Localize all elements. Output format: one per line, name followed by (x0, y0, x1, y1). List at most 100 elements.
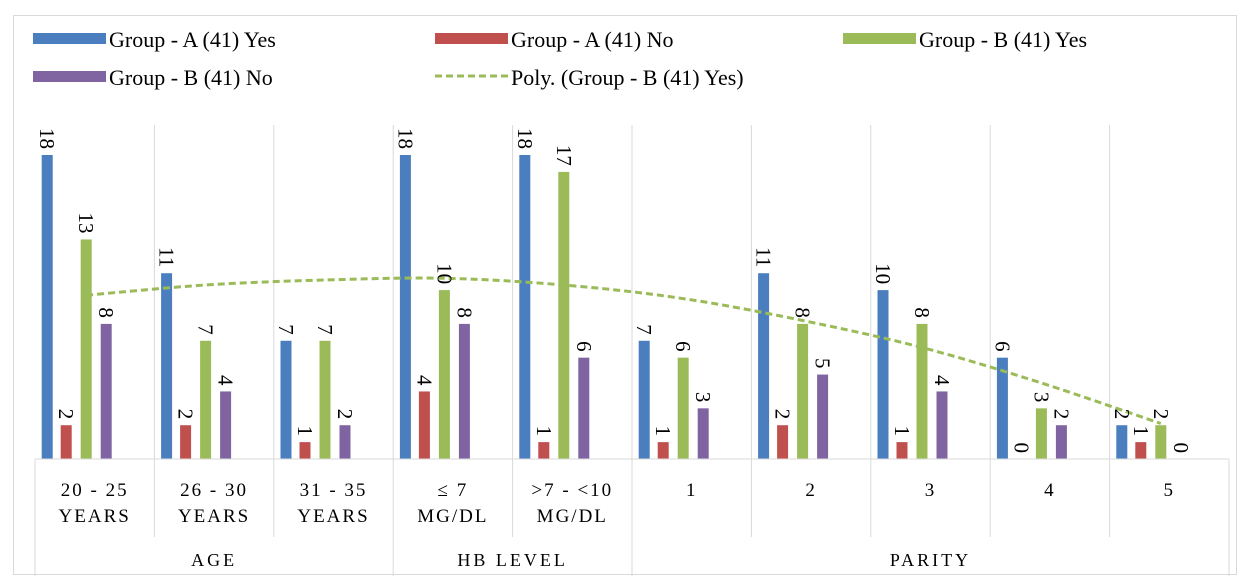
data-label: 2 (771, 409, 795, 420)
x-axis: 20 - 25 YEARS 26 - 30 YEARS 31 - 35 YEARS ≤ 7 M… (35, 458, 1229, 570)
bar (817, 374, 829, 459)
data-label: 1 (651, 426, 675, 437)
data-label: 7 (194, 324, 218, 335)
category-label: 31 - 35 (300, 480, 368, 501)
bar (936, 391, 948, 459)
data-label: 4 (412, 375, 436, 386)
data-label: 7 (632, 324, 656, 335)
data-label: 11 (752, 247, 776, 267)
data-label: 8 (452, 307, 476, 318)
category-separators (34, 125, 1230, 576)
bar (60, 425, 72, 459)
category-label: ≤ 7 (438, 480, 469, 501)
bar (677, 357, 689, 459)
bar (777, 425, 789, 459)
bar (319, 340, 331, 459)
category-label: 4 (1044, 480, 1056, 501)
category-label: YEARS (297, 506, 369, 527)
data-label: 2 (174, 409, 198, 420)
bar (1116, 425, 1128, 459)
data-label: 1 (532, 426, 556, 437)
bar (916, 323, 928, 459)
data-label: 4 (930, 375, 954, 386)
category-label: MG/DL (417, 506, 488, 527)
data-label: 8 (94, 307, 118, 318)
data-label: 0 (1009, 443, 1033, 454)
category-label: MG/DL (537, 506, 608, 527)
data-label: 18 (393, 128, 417, 149)
bar (657, 442, 669, 459)
bar (200, 340, 212, 459)
bar (1135, 442, 1147, 459)
bar (180, 425, 192, 459)
data-label: 18 (513, 128, 537, 149)
group-label: AGE (191, 550, 237, 570)
category-label: 1 (686, 480, 698, 501)
bar (80, 239, 92, 459)
bar (161, 273, 173, 459)
bar (996, 357, 1008, 459)
data-label: 10 (432, 263, 456, 284)
data-label: 8 (791, 307, 815, 318)
data-label: 8 (910, 307, 934, 318)
data-label: 4 (214, 375, 238, 386)
bar (758, 273, 770, 459)
data-label: 2 (1049, 409, 1073, 420)
bar (697, 408, 709, 459)
data-label: 2 (333, 409, 357, 420)
data-label: 10 (871, 263, 895, 284)
legend-label: Group - A (41) Yes (109, 27, 276, 52)
bar (41, 155, 53, 459)
data-label: 1 (890, 426, 914, 437)
legend-label: Group - B (41) No (109, 65, 273, 90)
legend-label: Poly. (Group - B (41) Yes) (511, 65, 744, 90)
category-label: >7 - <10 (531, 480, 613, 501)
group-label: HB LEVEL (457, 550, 567, 570)
bars (41, 155, 1167, 459)
chart-frame (13, 15, 1237, 575)
bar (438, 290, 450, 459)
bar (1055, 425, 1067, 459)
data-label: 5 (811, 358, 835, 369)
bar (399, 155, 411, 459)
bar (339, 425, 351, 459)
bar (638, 340, 650, 459)
data-label: 1 (293, 426, 317, 437)
bar (220, 391, 232, 459)
data-label: 6 (572, 341, 596, 352)
group-label: PARITY (890, 550, 971, 570)
bar (299, 442, 311, 459)
bar (896, 442, 908, 459)
category-label: YEARS (178, 506, 250, 527)
legend-swatch (33, 71, 106, 82)
category-label: 5 (1164, 480, 1176, 501)
bar (1155, 425, 1167, 459)
bar (1035, 408, 1047, 459)
data-label: 6 (671, 341, 695, 352)
data-label: 2 (1149, 409, 1173, 420)
data-label: 11 (155, 247, 179, 267)
bar (877, 290, 889, 459)
trendline (86, 276, 1162, 425)
bar (519, 155, 531, 459)
legend-label: Group - B (41) Yes (919, 27, 1087, 52)
legend: Group - A (41) Yes Group - A (41) No Group… (33, 27, 1087, 90)
data-label: 18 (35, 128, 59, 149)
bar (578, 357, 590, 459)
legend-swatch (843, 33, 916, 44)
category-label: 26 - 30 (180, 480, 248, 501)
data-label: 3 (691, 392, 715, 403)
data-label: 0 (1169, 443, 1193, 454)
data-label: 3 (1029, 392, 1053, 403)
trendline-path (86, 276, 1162, 425)
data-label: 2 (1110, 409, 1134, 420)
data-label: 7 (313, 324, 337, 335)
data-label: 1 (1129, 426, 1153, 437)
bar (458, 323, 470, 459)
data-label: 2 (54, 409, 78, 420)
bar (418, 391, 430, 459)
legend-swatch (435, 33, 508, 44)
